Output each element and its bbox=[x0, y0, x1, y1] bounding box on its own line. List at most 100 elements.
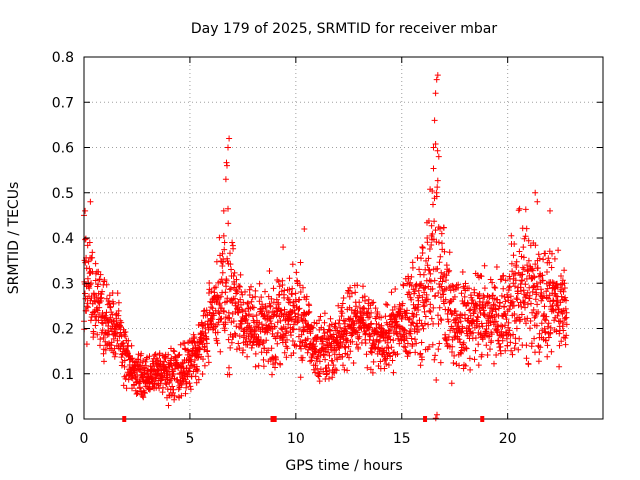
data-point bbox=[426, 246, 433, 252]
data-point bbox=[176, 351, 183, 358]
data-point bbox=[87, 198, 94, 205]
data-point bbox=[471, 289, 478, 296]
data-point bbox=[137, 384, 143, 391]
data-point bbox=[372, 305, 379, 312]
data-point bbox=[425, 321, 432, 328]
data-point bbox=[432, 141, 439, 147]
data-point bbox=[252, 350, 259, 357]
data-point bbox=[480, 307, 487, 314]
data-point bbox=[400, 336, 407, 343]
data-point bbox=[310, 366, 317, 373]
data-point bbox=[426, 267, 433, 274]
data-point bbox=[306, 308, 313, 315]
data-point bbox=[368, 309, 375, 316]
data-point bbox=[434, 265, 441, 272]
data-point bbox=[321, 310, 328, 317]
data-point bbox=[532, 189, 539, 196]
data-point bbox=[223, 283, 230, 290]
chart-title: Day 179 of 2025, SRMTID for receiver mba… bbox=[191, 21, 498, 37]
data-point bbox=[85, 304, 91, 311]
data-point bbox=[290, 321, 297, 328]
data-point bbox=[426, 343, 433, 350]
data-point bbox=[160, 384, 166, 391]
data-point bbox=[475, 314, 481, 321]
data-point bbox=[168, 376, 175, 382]
data-point bbox=[221, 327, 228, 334]
data-point bbox=[408, 296, 415, 303]
data-point bbox=[175, 352, 182, 359]
data-point bbox=[428, 242, 435, 248]
data-point bbox=[405, 316, 412, 323]
data-point bbox=[181, 340, 188, 347]
data-point bbox=[380, 326, 387, 333]
data-point bbox=[260, 356, 267, 363]
data-point bbox=[432, 90, 439, 97]
y-tick-label: 0.7 bbox=[52, 95, 74, 111]
data-point bbox=[563, 309, 570, 316]
data-point bbox=[528, 340, 535, 347]
data-point bbox=[506, 283, 513, 290]
data-point bbox=[420, 303, 427, 310]
data-point bbox=[340, 295, 347, 301]
data-point bbox=[228, 339, 235, 346]
data-point bbox=[283, 328, 290, 335]
data-point bbox=[122, 329, 129, 335]
data-point bbox=[412, 349, 419, 356]
data-point bbox=[283, 354, 290, 361]
data-point bbox=[418, 339, 425, 346]
data-point bbox=[277, 361, 284, 368]
data-point bbox=[454, 315, 460, 322]
data-point bbox=[218, 315, 225, 322]
data-point bbox=[497, 300, 503, 306]
data-point bbox=[259, 340, 266, 347]
data-point bbox=[220, 232, 227, 239]
data-point bbox=[237, 283, 243, 290]
data-point bbox=[285, 296, 292, 303]
data-point bbox=[273, 296, 280, 303]
data-point bbox=[141, 390, 148, 397]
data-point bbox=[481, 285, 488, 292]
data-point bbox=[138, 350, 145, 357]
data-point bbox=[297, 289, 304, 295]
data-point bbox=[469, 317, 476, 324]
data-point bbox=[493, 352, 500, 358]
data-point bbox=[101, 277, 108, 283]
data-point bbox=[225, 220, 232, 227]
data-point bbox=[415, 297, 422, 304]
data-point bbox=[167, 360, 174, 367]
data-points bbox=[81, 72, 570, 422]
data-point bbox=[453, 361, 460, 367]
x-axis-label: GPS time / hours bbox=[285, 458, 402, 474]
data-point bbox=[508, 260, 515, 267]
data-point bbox=[522, 281, 529, 288]
data-point bbox=[216, 300, 223, 307]
data-point bbox=[561, 285, 568, 291]
data-point bbox=[235, 340, 242, 347]
data-point bbox=[382, 356, 388, 363]
data-point bbox=[222, 321, 229, 328]
data-point bbox=[504, 342, 511, 349]
data-point bbox=[536, 255, 543, 262]
data-point bbox=[224, 295, 231, 302]
data-point bbox=[215, 295, 221, 302]
data-point bbox=[231, 269, 238, 276]
data-point bbox=[311, 343, 318, 350]
data-point bbox=[248, 298, 255, 305]
data-point bbox=[353, 303, 360, 310]
data-point bbox=[277, 317, 284, 324]
data-point bbox=[252, 287, 259, 294]
data-point bbox=[408, 273, 415, 280]
data-point bbox=[231, 330, 238, 337]
data-point bbox=[333, 367, 340, 374]
data-point bbox=[446, 267, 453, 274]
data-point bbox=[141, 389, 148, 396]
data-point bbox=[431, 277, 438, 284]
data-point bbox=[171, 348, 178, 355]
data-point bbox=[487, 346, 493, 353]
data-point bbox=[381, 365, 388, 372]
data-point bbox=[255, 324, 262, 331]
data-point bbox=[511, 345, 518, 352]
data-point bbox=[295, 306, 302, 313]
data-point bbox=[120, 340, 127, 346]
data-point bbox=[509, 351, 516, 358]
